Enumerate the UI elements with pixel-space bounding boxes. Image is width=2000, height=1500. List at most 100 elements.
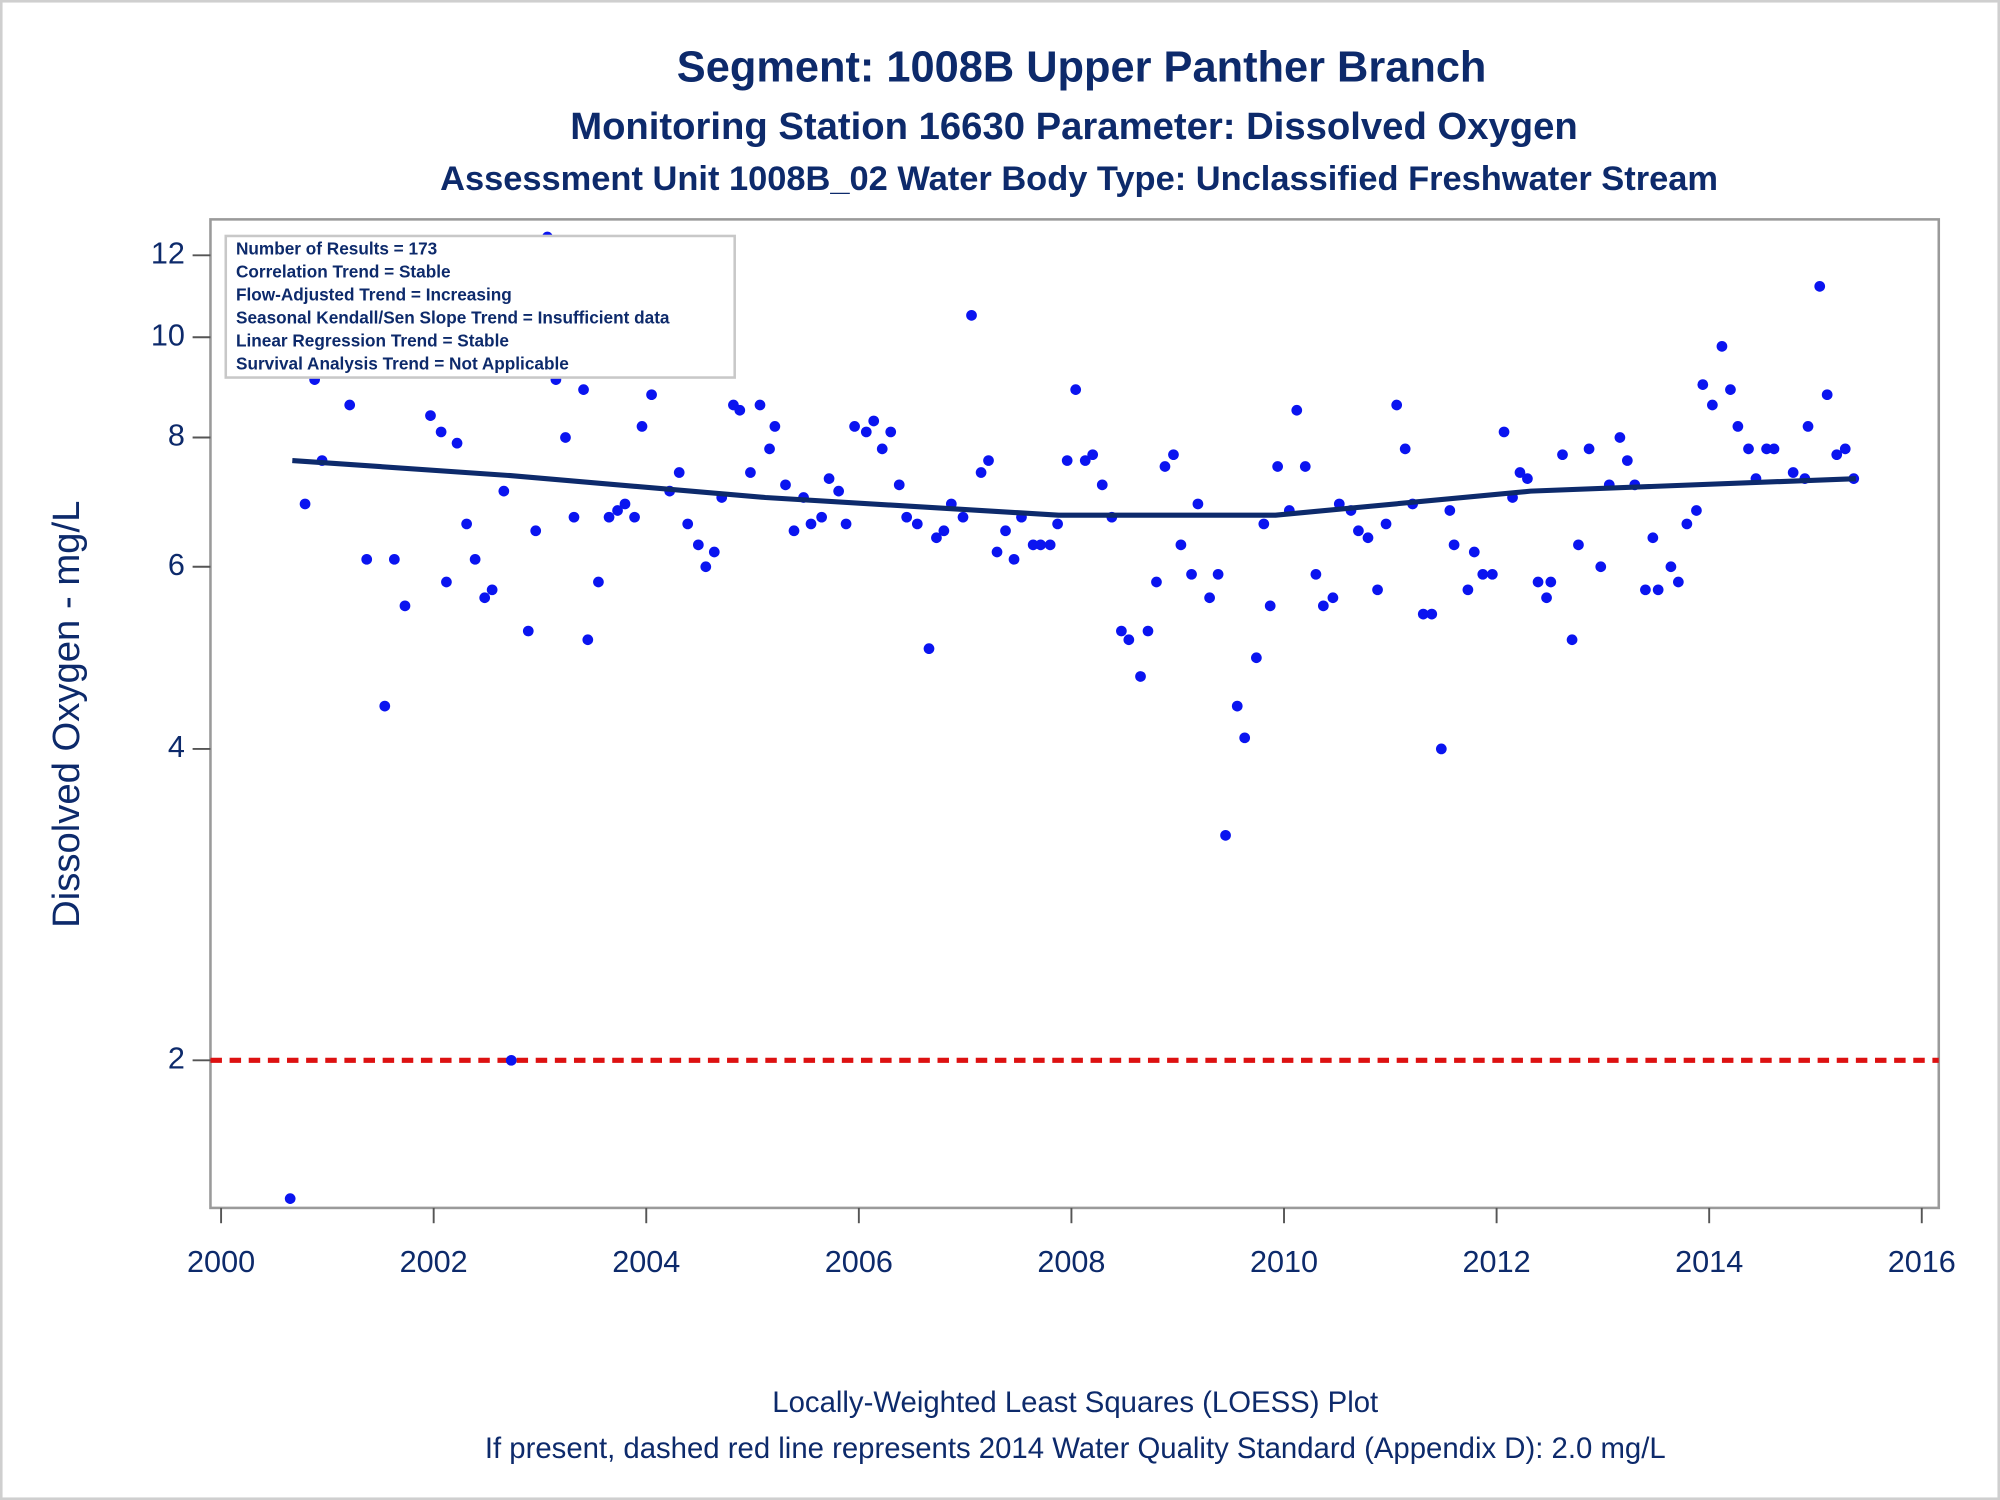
plot-frame [209,218,1941,1210]
data-point [868,415,880,427]
data-point [284,1193,296,1205]
data-point [1027,539,1039,551]
data-point [975,467,987,478]
data-point [441,576,452,588]
data-point [1522,473,1533,485]
data-point [1399,443,1411,455]
data-point [901,511,913,523]
data-point [568,511,580,523]
data-point [885,426,897,438]
data-point [379,700,391,712]
data-point [1821,389,1833,401]
data-point [1468,546,1480,558]
data-point [1716,340,1728,352]
data-point [1186,568,1197,580]
data-point [1566,634,1578,646]
data-point [1462,584,1474,596]
data-point [361,553,373,565]
data-point [1426,608,1438,620]
data-point [1251,652,1262,664]
data-point [1044,539,1056,551]
data-point [1697,379,1709,390]
data-point [938,525,950,537]
data-point [1008,553,1020,565]
data-point [1621,455,1633,466]
data-point [1239,732,1251,744]
data-point [1761,443,1772,455]
data-point [619,498,631,510]
data-point [734,404,746,416]
data-point [1327,592,1339,604]
data-point [1448,539,1460,551]
data-point [1681,518,1693,530]
data-point [966,309,977,321]
data-point [1123,634,1135,646]
chart-subtitle: Monitoring Station 16630 Parameter: Diss… [570,105,1578,148]
data-point [344,399,356,411]
data-point [1168,449,1179,461]
data-point [1541,592,1552,604]
data-point [1652,584,1664,596]
y-tick-label: 8 [168,419,185,453]
data-point [1573,539,1584,551]
data-point [451,437,463,449]
data-point [1159,461,1171,472]
data-point [1192,498,1204,510]
data-point [1839,443,1851,455]
data-point [1595,561,1607,573]
data-point [1220,829,1231,841]
data-point [893,479,905,491]
data-point [833,485,845,497]
data-point [1142,625,1154,637]
data-point [1725,384,1736,395]
footer: Locally-Weighted Least Squares (LOESS) P… [772,1386,1378,1419]
data-point [840,518,852,530]
data-point [505,1054,517,1066]
data-point [1096,479,1108,491]
data-point [923,643,935,655]
data-point [425,410,436,421]
data-point [1052,518,1063,530]
y-tick-label: 2 [168,1041,185,1075]
data-point [479,592,491,604]
y-tick-label: 10 [151,318,185,352]
data-point [1435,743,1447,755]
data-point [1640,584,1651,596]
data-point [1477,568,1489,580]
annotation-text: Correlation Trend = Stable [236,262,451,282]
footer: If present, dashed red line represents 2… [485,1432,1666,1465]
data-point [593,576,604,588]
data-point [522,625,534,637]
data-point [530,525,542,537]
data-point [1061,455,1073,466]
data-point [612,505,623,516]
data-point [823,473,835,485]
data-point [1743,443,1754,455]
data-point [764,443,775,455]
data-point [582,634,594,646]
annotation-text: Number of Results = 173 [236,239,437,259]
x-tick-label: 2004 [612,1245,680,1279]
y-tick-label: 6 [168,548,185,582]
data-point [1532,576,1544,588]
data-point [1380,518,1392,530]
data-point [1151,576,1162,588]
data-point [1486,568,1498,580]
data-point [629,511,640,523]
data-point [1707,399,1718,411]
data-point [1299,461,1311,472]
data-point [1231,700,1243,712]
data-point [911,518,923,530]
x-tick-label: 2006 [825,1245,893,1279]
data-point [1557,449,1568,461]
data-point [1087,449,1099,461]
data-point [1258,518,1270,530]
y-tick-label: 4 [168,730,185,764]
data-point [745,467,756,478]
annotation-text: Linear Regression Trend = Stable [236,330,509,350]
data-point [1732,421,1744,432]
data-point [1135,671,1146,682]
data-point [708,546,720,558]
